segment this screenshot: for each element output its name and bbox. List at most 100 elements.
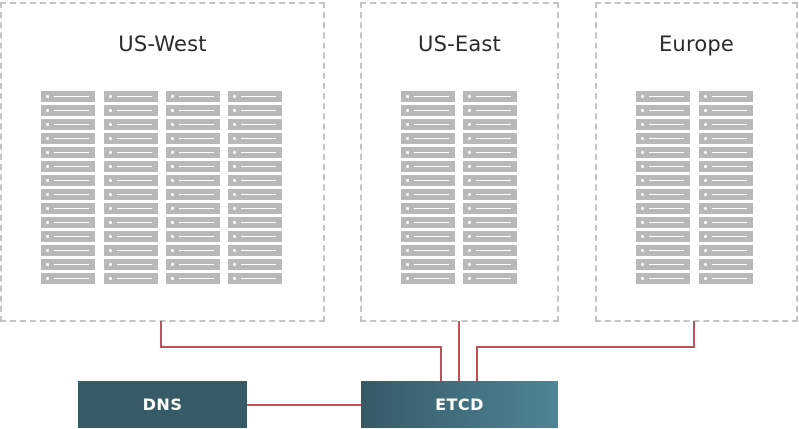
server-unit-icon [104,217,158,228]
region-us-east: US-East [360,2,559,322]
server-unit-icon [636,175,690,186]
server-rack [636,91,690,287]
server-unit-icon [41,203,95,214]
server-unit-icon [104,105,158,116]
dns-label: DNS [142,395,183,414]
region-title-europe: Europe [658,32,735,56]
server-unit-icon [228,91,282,102]
server-unit-icon [401,133,455,144]
link-europe-to-etcd [476,321,695,382]
server-unit-icon [636,105,690,116]
server-unit-icon [41,119,95,130]
server-unit-icon [228,119,282,130]
server-unit-icon [699,147,753,158]
server-unit-icon [636,119,690,130]
server-unit-icon [104,245,158,256]
server-unit-icon [166,273,220,284]
server-unit-icon [636,273,690,284]
server-unit-icon [104,119,158,130]
server-rack [463,91,517,287]
server-unit-icon [104,259,158,270]
etcd-label: ETCD [435,395,484,414]
server-unit-icon [41,217,95,228]
server-unit-icon [401,259,455,270]
server-unit-icon [463,245,517,256]
server-unit-icon [166,245,220,256]
server-unit-icon [166,91,220,102]
server-unit-icon [401,105,455,116]
server-unit-icon [228,245,282,256]
server-unit-icon [104,91,158,102]
server-unit-icon [699,175,753,186]
server-unit-icon [699,133,753,144]
etcd-node: ETCD [361,381,558,428]
server-unit-icon [166,161,220,172]
server-unit-icon [401,189,455,200]
server-unit-icon [463,105,517,116]
server-unit-icon [228,175,282,186]
server-rack [228,91,282,287]
server-unit-icon [699,259,753,270]
server-unit-icon [636,203,690,214]
server-unit-icon [104,175,158,186]
server-unit-icon [401,273,455,284]
region-us-west: US-West [0,2,325,322]
server-unit-icon [104,273,158,284]
server-unit-icon [166,203,220,214]
server-unit-icon [104,189,158,200]
server-unit-icon [401,203,455,214]
server-unit-icon [463,203,517,214]
server-unit-icon [699,119,753,130]
server-unit-icon [636,189,690,200]
server-unit-icon [166,189,220,200]
server-unit-icon [636,161,690,172]
dns-node: DNS [78,381,247,428]
server-unit-icon [463,259,517,270]
server-unit-icon [228,133,282,144]
server-unit-icon [699,273,753,284]
server-unit-icon [699,105,753,116]
server-unit-icon [228,147,282,158]
server-unit-icon [636,91,690,102]
server-rack [166,91,220,287]
server-unit-icon [228,231,282,242]
server-unit-icon [463,217,517,228]
server-unit-icon [401,147,455,158]
server-unit-icon [401,119,455,130]
server-unit-icon [41,189,95,200]
server-unit-icon [401,91,455,102]
server-rack [104,91,158,287]
server-unit-icon [636,217,690,228]
server-unit-icon [228,259,282,270]
server-unit-icon [463,119,517,130]
server-unit-icon [699,231,753,242]
server-unit-icon [228,217,282,228]
server-rack [41,91,95,287]
region-europe: Europe [595,2,798,322]
server-unit-icon [166,105,220,116]
server-unit-icon [166,175,220,186]
server-unit-icon [228,189,282,200]
server-unit-icon [699,91,753,102]
server-unit-icon [166,259,220,270]
server-unit-icon [166,147,220,158]
server-unit-icon [228,105,282,116]
server-unit-icon [699,189,753,200]
server-unit-icon [636,133,690,144]
server-unit-icon [41,231,95,242]
server-unit-icon [41,245,95,256]
server-unit-icon [104,147,158,158]
server-unit-icon [401,217,455,228]
server-unit-icon [228,161,282,172]
server-unit-icon [463,133,517,144]
server-unit-icon [401,245,455,256]
link-us-west-to-etcd [160,321,442,382]
server-unit-icon [699,217,753,228]
server-unit-icon [401,231,455,242]
server-unit-icon [636,245,690,256]
server-unit-icon [41,259,95,270]
region-title-us-west: US-West [118,32,207,56]
server-unit-icon [41,175,95,186]
server-unit-icon [463,91,517,102]
